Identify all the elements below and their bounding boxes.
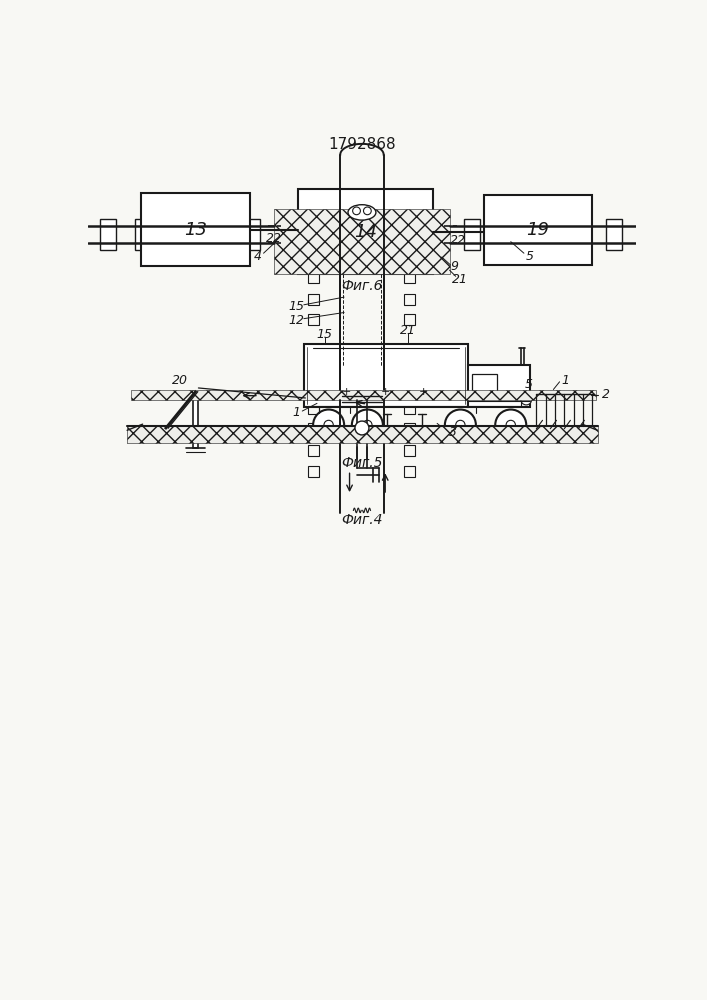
- Text: 1792868: 1792868: [328, 137, 396, 152]
- Bar: [172, 219, 187, 250]
- Bar: [308, 272, 319, 283]
- Text: 3: 3: [449, 426, 457, 439]
- Bar: [404, 466, 414, 477]
- Bar: [245, 219, 260, 250]
- Bar: [304, 344, 468, 407]
- Bar: [308, 403, 319, 414]
- Bar: [308, 229, 319, 240]
- Circle shape: [495, 410, 526, 440]
- Text: 9: 9: [451, 260, 459, 273]
- Bar: [472, 374, 497, 393]
- Text: 21: 21: [399, 324, 416, 337]
- Ellipse shape: [348, 205, 376, 220]
- Bar: [209, 219, 225, 250]
- Bar: [404, 252, 414, 262]
- Bar: [534, 219, 549, 250]
- Circle shape: [445, 410, 476, 440]
- Text: 2: 2: [602, 388, 610, 401]
- Bar: [484, 195, 592, 265]
- Bar: [308, 423, 319, 434]
- Circle shape: [352, 410, 383, 440]
- Bar: [141, 193, 250, 266]
- Bar: [193, 392, 199, 448]
- Bar: [404, 423, 414, 434]
- Bar: [348, 212, 376, 251]
- Bar: [404, 314, 414, 325]
- Bar: [404, 294, 414, 305]
- Bar: [404, 403, 414, 414]
- Text: Фиг.4: Фиг.4: [341, 513, 382, 527]
- Text: +: +: [341, 387, 351, 397]
- Text: 21: 21: [452, 273, 468, 286]
- Bar: [131, 389, 596, 400]
- Bar: [569, 219, 585, 250]
- Text: Фиг.5: Фиг.5: [341, 456, 382, 470]
- Bar: [404, 229, 414, 240]
- Bar: [468, 365, 530, 407]
- Text: 1: 1: [292, 406, 300, 419]
- Text: 20: 20: [172, 374, 188, 387]
- Bar: [308, 252, 319, 262]
- Text: 13: 13: [184, 221, 207, 239]
- Text: 5: 5: [525, 378, 532, 391]
- Text: 12: 12: [288, 314, 304, 327]
- Bar: [308, 294, 319, 305]
- Circle shape: [363, 207, 371, 215]
- Circle shape: [506, 420, 515, 430]
- Bar: [404, 272, 414, 283]
- Text: 22: 22: [450, 234, 467, 247]
- Bar: [404, 445, 414, 456]
- Bar: [340, 209, 384, 274]
- Text: 14: 14: [354, 223, 377, 241]
- Circle shape: [353, 207, 361, 215]
- Bar: [127, 426, 597, 443]
- Text: 15: 15: [288, 300, 304, 313]
- Bar: [308, 314, 319, 325]
- Bar: [464, 219, 480, 250]
- Text: 1: 1: [561, 374, 569, 387]
- Circle shape: [363, 420, 372, 430]
- Bar: [308, 466, 319, 477]
- Text: 22: 22: [266, 232, 281, 245]
- Circle shape: [456, 420, 465, 430]
- Circle shape: [355, 421, 369, 435]
- Bar: [308, 445, 319, 456]
- Text: +: +: [380, 387, 390, 397]
- Bar: [100, 219, 115, 250]
- Text: 15: 15: [317, 328, 333, 341]
- Bar: [499, 219, 515, 250]
- Text: +: +: [419, 387, 428, 397]
- Text: 4: 4: [253, 250, 262, 263]
- Bar: [606, 219, 621, 250]
- Circle shape: [313, 410, 344, 440]
- Bar: [308, 209, 319, 220]
- Bar: [298, 189, 433, 274]
- Text: 5: 5: [525, 250, 533, 263]
- Text: 19: 19: [527, 221, 549, 239]
- Circle shape: [324, 420, 333, 430]
- Circle shape: [521, 394, 532, 405]
- Bar: [404, 209, 414, 220]
- Text: Фиг.6: Фиг.6: [341, 279, 382, 293]
- Bar: [274, 209, 450, 274]
- Bar: [135, 219, 151, 250]
